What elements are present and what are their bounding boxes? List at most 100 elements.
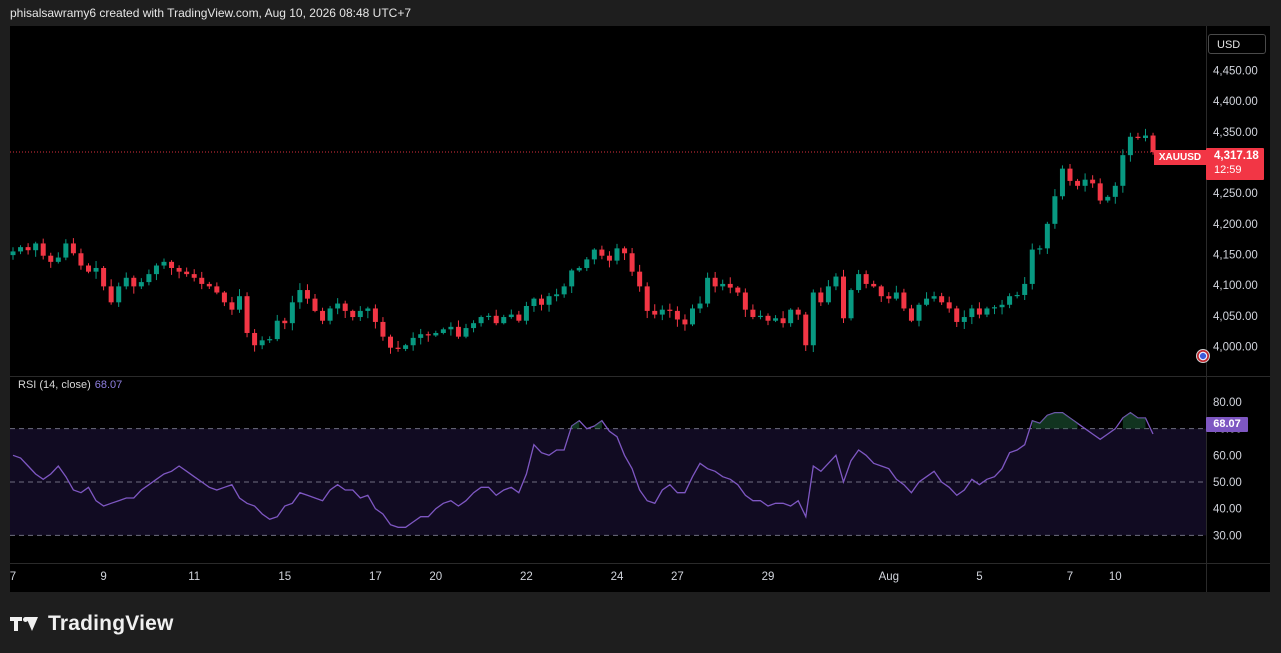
candle-body xyxy=(690,308,695,325)
candle-body xyxy=(297,290,303,303)
candle-body xyxy=(282,320,288,324)
candle-body xyxy=(463,328,469,337)
candle-body xyxy=(388,336,393,348)
candle-body xyxy=(425,334,431,336)
candle-body xyxy=(788,309,794,324)
candle-body xyxy=(644,286,650,311)
candle-body xyxy=(924,298,930,305)
candle-body xyxy=(1037,248,1043,250)
currency-button[interactable]: USD xyxy=(1208,34,1266,54)
chart-canvas[interactable]: 4,000.00 4,050.00 4,100.00 4,150.00 4,200.00… xyxy=(10,26,1270,592)
candle-body xyxy=(365,308,371,311)
rsi-overbought-fill xyxy=(594,420,602,429)
candle-body xyxy=(622,248,628,254)
candle-body xyxy=(1097,183,1103,201)
chart-attribution: phisalsawramy6 created with TradingView.… xyxy=(10,6,412,20)
tradingview-logo[interactable]: TradingView xyxy=(10,612,174,636)
candle-body xyxy=(841,276,846,319)
candle-body xyxy=(123,277,129,287)
candle-body xyxy=(765,315,771,321)
candle-body xyxy=(742,292,748,310)
tradingview-icon xyxy=(10,615,40,633)
candle-body xyxy=(440,329,446,333)
price-tick-label: 4,100.00 xyxy=(1213,280,1258,292)
candle-body xyxy=(637,271,643,287)
candle-body xyxy=(803,314,809,346)
candle-body xyxy=(259,340,265,346)
candle-body xyxy=(161,261,167,266)
chart-panel[interactable]: 4,000.00 4,050.00 4,100.00 4,150.00 4,200.00… xyxy=(10,26,1270,592)
candle-body xyxy=(380,321,386,337)
price-tick-label: 4,050.00 xyxy=(1213,311,1258,323)
rsi-tick-label: 40.00 xyxy=(1213,504,1242,516)
candle-body xyxy=(999,304,1005,308)
time-tick-label: 7 xyxy=(1067,571,1073,583)
economic-event-flag-icon[interactable] xyxy=(1196,349,1210,363)
candle-body xyxy=(992,307,997,309)
rsi-tick-label: 60.00 xyxy=(1213,450,1242,462)
candle-body xyxy=(93,267,99,272)
candle-body xyxy=(320,310,326,321)
rsi-overbought-fill xyxy=(1032,412,1078,429)
candle-body xyxy=(304,290,310,299)
candle-body xyxy=(833,276,839,287)
candle-body xyxy=(403,345,409,349)
candle-body xyxy=(312,298,318,311)
rsi-line xyxy=(12,411,1154,528)
candle-body xyxy=(554,294,560,297)
candle-body xyxy=(1007,296,1013,305)
candle-body xyxy=(1105,196,1111,201)
rsi-legend[interactable]: RSI (14, close) 68.07 xyxy=(18,379,122,391)
time-tick-label: 24 xyxy=(611,571,624,583)
time-tick-label: 5 xyxy=(976,571,982,583)
candle-body xyxy=(471,323,477,329)
candle-body xyxy=(1112,185,1118,197)
candle-body xyxy=(108,286,114,303)
candle-body xyxy=(546,296,552,305)
candle-body xyxy=(18,247,24,252)
candle-body xyxy=(969,308,975,318)
candle-body xyxy=(1135,136,1141,138)
candle-body xyxy=(863,274,869,284)
candle-body xyxy=(206,283,212,287)
candle-body xyxy=(214,286,220,293)
candle-body xyxy=(40,243,46,256)
candle-body xyxy=(327,308,333,321)
candle-body xyxy=(531,298,537,306)
candle-body xyxy=(48,255,54,262)
time-tick-label: 11 xyxy=(188,571,200,583)
time-tick-label: 29 xyxy=(762,571,775,583)
last-price-tag: 4,317.18 12:59 xyxy=(1206,148,1264,180)
price-tick-label: 4,150.00 xyxy=(1213,249,1258,261)
candle-body xyxy=(674,310,680,320)
candle-body xyxy=(629,253,635,272)
candle-body xyxy=(591,249,597,260)
candle-body xyxy=(342,303,348,311)
candle-body xyxy=(908,308,914,321)
candle-body xyxy=(750,309,756,318)
candle-body xyxy=(116,286,122,303)
candle-body xyxy=(274,320,280,340)
candle-body xyxy=(176,267,182,272)
candle-body xyxy=(606,255,612,261)
candle-body xyxy=(410,337,416,346)
bar-countdown: 12:59 xyxy=(1214,164,1242,176)
candle-body xyxy=(901,292,907,309)
candle-body xyxy=(169,261,175,268)
candle-body xyxy=(757,315,763,318)
candle-body xyxy=(70,243,76,254)
candle-body xyxy=(735,287,741,293)
tradingview-wordmark: TradingView xyxy=(48,612,174,635)
price-tick-label: 4,000.00 xyxy=(1213,341,1258,353)
candle-body xyxy=(727,283,733,288)
candle-body xyxy=(350,310,356,318)
candle-body xyxy=(229,302,235,310)
price-tick-label: 4,200.00 xyxy=(1213,219,1258,231)
time-tick-label: 20 xyxy=(429,571,442,583)
candle-body xyxy=(267,339,273,341)
candle-body xyxy=(252,332,258,346)
candle-body xyxy=(652,310,658,315)
candle-body xyxy=(848,290,854,319)
candle-body xyxy=(1127,136,1133,156)
time-tick-label: 7 xyxy=(10,571,16,583)
